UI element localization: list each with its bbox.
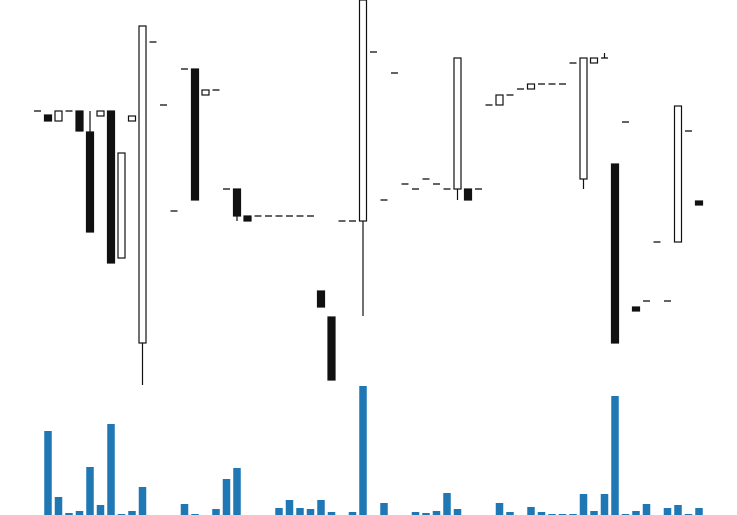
volume-bar — [233, 468, 241, 515]
volume-bar — [359, 386, 367, 515]
volume-bar — [674, 505, 682, 515]
volume-bar — [579, 494, 588, 515]
candle-body — [526, 83, 536, 90]
candle-body — [106, 110, 116, 264]
volume-bar — [44, 431, 52, 515]
volume-bar — [86, 467, 94, 515]
volume-bar — [695, 508, 703, 515]
volume-bar — [537, 512, 546, 515]
volume-bar — [632, 511, 640, 515]
volume-bar — [212, 509, 220, 515]
volume-bar — [128, 511, 136, 515]
volume-bar — [348, 512, 357, 515]
volume-bar — [327, 512, 336, 515]
candle-body — [85, 131, 95, 233]
volume-bar — [75, 511, 84, 515]
candle-body — [631, 306, 641, 312]
volume-bar — [432, 511, 441, 515]
candle-body — [453, 57, 462, 190]
candle-body — [75, 110, 84, 132]
candle-body — [589, 57, 599, 64]
candle-body — [694, 200, 704, 206]
volume-bar — [285, 500, 294, 515]
volume-bar — [527, 507, 535, 515]
volume-bar — [600, 494, 609, 515]
volume-bar — [422, 513, 430, 515]
volume-bar — [54, 497, 63, 515]
volume-bar — [411, 512, 420, 515]
candle-body — [463, 188, 473, 201]
volume-bar — [495, 503, 504, 515]
volume-bar — [506, 512, 514, 515]
volume-bar — [443, 493, 451, 515]
candle-body — [358, 0, 368, 222]
volume-bar — [180, 504, 189, 515]
volume-bar — [611, 396, 619, 515]
candle-body — [232, 188, 242, 217]
volume-bar — [65, 513, 73, 515]
candle-body — [579, 57, 588, 180]
candle-body — [327, 316, 336, 381]
volume-bar — [590, 511, 598, 515]
candle-body — [138, 25, 147, 344]
volume-bar — [380, 503, 388, 515]
candle-body — [54, 110, 63, 122]
candle-body — [610, 163, 620, 344]
volume-bar — [107, 424, 115, 515]
volume-bar — [453, 509, 462, 515]
candle-body — [201, 89, 210, 96]
candle-body — [673, 105, 683, 243]
volume-bar — [306, 509, 315, 515]
candle-body — [117, 152, 126, 259]
candle-body — [243, 215, 252, 222]
volume-bar — [663, 508, 672, 515]
volume-bar — [642, 504, 651, 515]
volume-bar — [138, 487, 147, 515]
volume-bar — [96, 505, 105, 515]
candle-body — [316, 290, 326, 308]
candle-body — [127, 115, 137, 122]
candle-body — [96, 110, 105, 117]
volume-bar — [296, 508, 304, 515]
volume-bar — [222, 479, 231, 515]
volume-bar — [317, 500, 325, 515]
candle-body — [190, 68, 200, 201]
candle-body — [43, 114, 53, 122]
volume-bar — [275, 508, 283, 515]
candle-body — [495, 94, 504, 106]
